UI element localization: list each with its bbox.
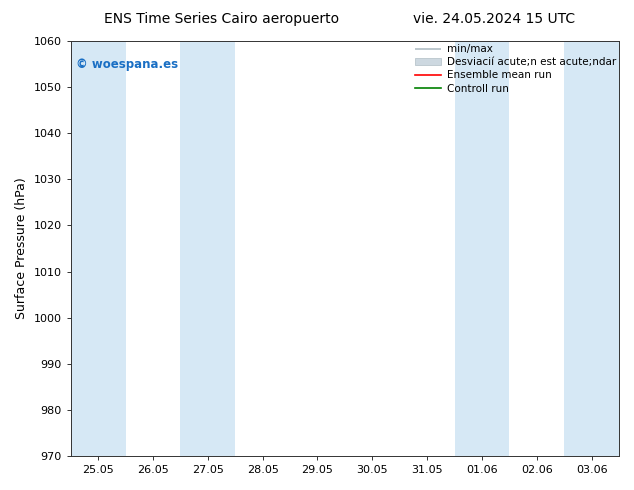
Bar	[564, 41, 619, 456]
Bar	[180, 41, 235, 456]
Bar	[455, 41, 509, 456]
Text: ENS Time Series Cairo aeropuerto: ENS Time Series Cairo aeropuerto	[105, 12, 339, 26]
Bar	[71, 41, 126, 456]
Y-axis label: Surface Pressure (hPa): Surface Pressure (hPa)	[15, 178, 28, 319]
Legend: min/max, Desviacií acute;n est acute;ndar, Ensemble mean run, Controll run: min/max, Desviacií acute;n est acute;nda…	[415, 44, 616, 94]
Text: © woespana.es: © woespana.es	[76, 58, 178, 71]
Text: vie. 24.05.2024 15 UTC: vie. 24.05.2024 15 UTC	[413, 12, 576, 26]
